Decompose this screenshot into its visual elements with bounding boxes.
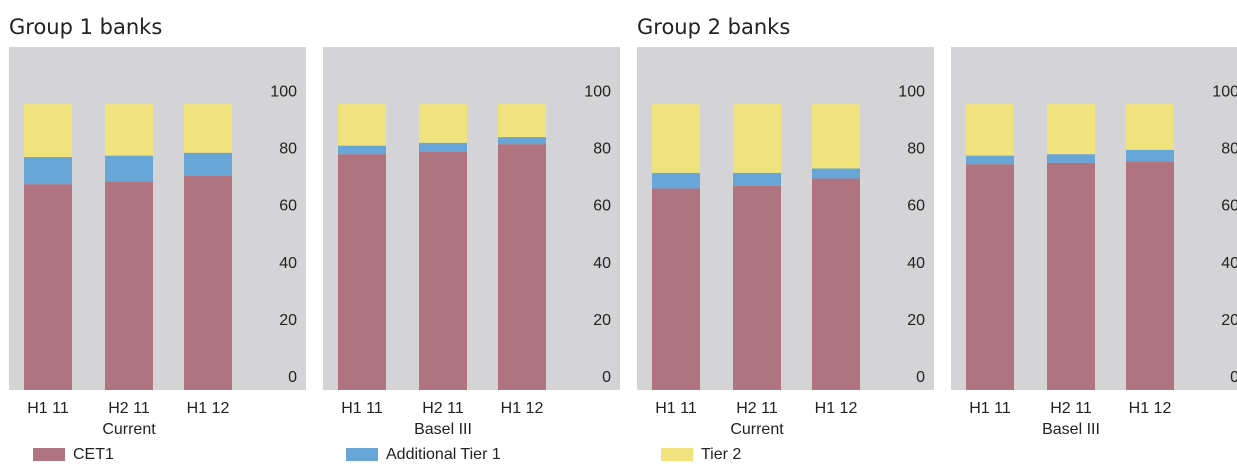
bar-segment [1126,149,1174,162]
legend-swatch [33,448,65,461]
y-tick-label: 100 [270,83,297,100]
x-tick-label: H1 12 [815,400,858,417]
y-tick-label: 20 [1221,312,1237,329]
y-tick-label: 0 [602,369,611,386]
bar-segment [733,104,781,173]
y-tick-label: 60 [279,198,297,215]
legend-label: Additional Tier 1 [386,446,501,463]
bar-segment [966,164,1014,390]
bar-segment [184,175,232,390]
bar-segment [24,184,72,390]
y-tick-label: 0 [916,369,925,386]
y-tick-label: 100 [1212,83,1237,100]
y-tick-label: 20 [279,312,297,329]
legend-label: CET1 [73,446,114,463]
bar-segment [24,104,72,158]
y-tick-label: 20 [593,312,611,329]
legend-swatch [346,448,378,461]
y-tick-label: 60 [907,198,925,215]
x-tick-label: H1 11 [341,400,383,417]
bar-segment [338,154,386,390]
bar-segment [498,144,546,390]
bar-segment [812,178,860,390]
bar-segment [966,155,1014,165]
bar-segment [105,181,153,390]
bar-segment [498,104,546,138]
x-axis-label: Current [730,421,784,438]
group-title: Group 2 banks [637,15,790,39]
y-tick-label: 60 [593,198,611,215]
bar-segment [652,188,700,390]
bar-segment [419,104,467,143]
x-axis-label: Current [102,421,156,438]
y-tick-label: 80 [1221,141,1237,158]
y-tick-label: 40 [593,255,611,272]
y-tick-label: 100 [898,83,925,100]
legend-label: Tier 2 [701,446,741,463]
bar-segment [1047,162,1095,390]
y-tick-label: 40 [907,255,925,272]
x-tick-label: H1 12 [187,400,230,417]
y-tick-label: 0 [1230,369,1237,386]
group-title: Group 1 banks [9,15,162,39]
bar-segment [105,104,153,156]
bar-segment [419,151,467,390]
x-tick-label: H2 11 [108,400,150,417]
y-tick-label: 80 [279,141,297,158]
bar-segment [105,155,153,182]
bar-segment [1126,104,1174,150]
y-tick-label: 40 [1221,255,1237,272]
bar-segment [498,137,546,145]
bar-segment [733,185,781,390]
bar-segment [184,104,232,153]
y-tick-label: 80 [593,141,611,158]
bar-segment [652,104,700,173]
x-tick-label: H2 11 [1050,400,1092,417]
x-tick-label: H1 11 [969,400,1011,417]
bar-segment [1126,161,1174,390]
y-tick-label: 0 [288,369,297,386]
bar-segment [812,104,860,169]
y-tick-label: 40 [279,255,297,272]
y-tick-label: 100 [584,83,611,100]
y-tick-label: 20 [907,312,925,329]
bar-segment [966,104,1014,156]
y-tick-label: 60 [1221,198,1237,215]
bar-segment [184,152,232,176]
bar-segment [1047,104,1095,155]
bar-segment [812,168,860,179]
y-tick-label: 80 [907,141,925,158]
x-axis-label: Basel III [1042,421,1100,438]
x-tick-label: H2 11 [422,400,464,417]
bar-segment [733,172,781,186]
x-axis-label: Basel III [414,421,472,438]
x-tick-label: H1 11 [27,400,69,417]
x-tick-label: H1 12 [1129,400,1172,417]
x-tick-label: H1 11 [655,400,697,417]
bar-segment [338,104,386,146]
x-tick-label: H1 12 [501,400,544,417]
bar-segment [419,142,467,152]
legend-swatch [661,448,693,461]
x-tick-label: H2 11 [736,400,778,417]
bar-segment [1047,154,1095,163]
bar-segment [652,172,700,189]
bar-segment [24,157,72,185]
bar-segment [338,145,386,155]
